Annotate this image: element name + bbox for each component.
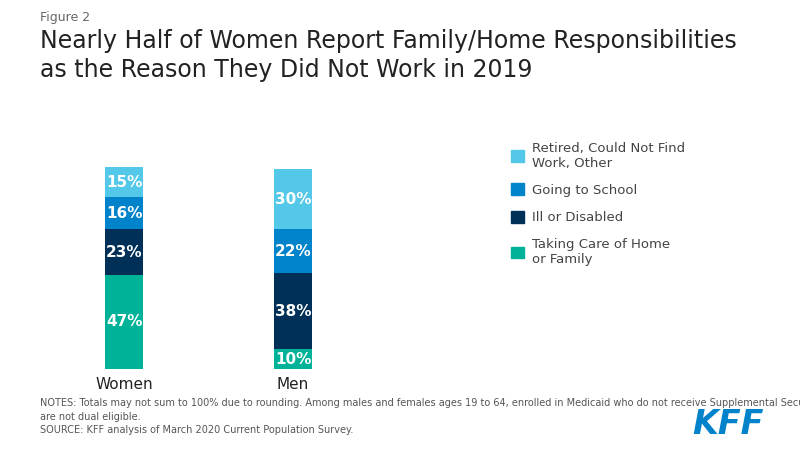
Bar [106, 229, 143, 275]
Bar [106, 167, 143, 197]
Text: 30%: 30% [275, 192, 311, 207]
Text: 22%: 22% [274, 243, 311, 258]
Text: 23%: 23% [106, 244, 142, 260]
Bar [274, 273, 312, 349]
Text: 10%: 10% [275, 351, 311, 366]
Text: KFF: KFF [693, 408, 764, 441]
Text: 15%: 15% [106, 175, 142, 189]
Bar [106, 275, 143, 369]
Bar [274, 229, 312, 273]
Bar [106, 197, 143, 229]
Text: 38%: 38% [275, 303, 311, 319]
Bar [274, 349, 312, 369]
Text: SOURCE: KFF analysis of March 2020 Current Population Survey.: SOURCE: KFF analysis of March 2020 Curre… [40, 425, 354, 435]
Text: 47%: 47% [106, 315, 142, 329]
Bar [274, 169, 312, 229]
Legend: Retired, Could Not Find
Work, Other, Going to School, Ill or Disabled, Taking Ca: Retired, Could Not Find Work, Other, Goi… [510, 142, 685, 266]
Text: 16%: 16% [106, 206, 142, 220]
Text: NOTES: Totals may not sum to 100% due to rounding. Among males and females ages : NOTES: Totals may not sum to 100% due to… [40, 398, 800, 408]
Text: are not dual eligible.: are not dual eligible. [40, 412, 141, 422]
Text: Figure 2: Figure 2 [40, 11, 90, 24]
Text: Nearly Half of Women Report Family/Home Responsibilities
as the Reason They Did : Nearly Half of Women Report Family/Home … [40, 29, 737, 82]
